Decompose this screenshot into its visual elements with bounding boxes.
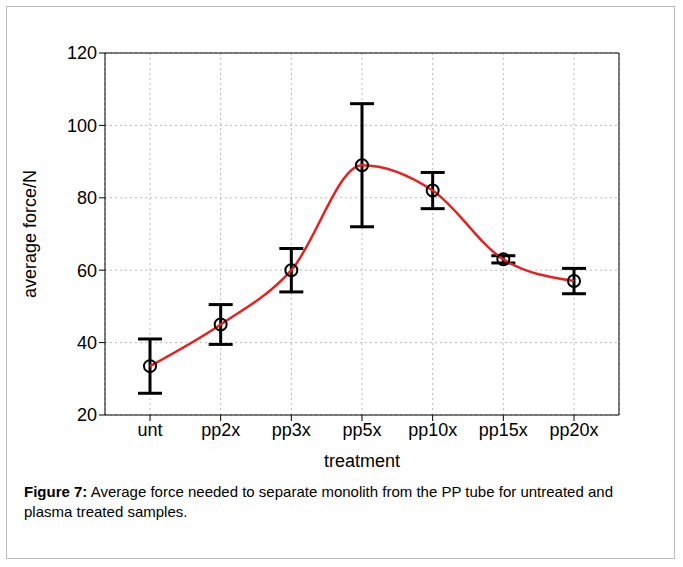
svg-text:treatment: treatment [324,451,400,471]
svg-text:20: 20 [77,405,97,425]
svg-text:pp2x: pp2x [201,420,240,440]
svg-text:40: 40 [77,333,97,353]
svg-text:unt: unt [137,420,162,440]
svg-text:pp20x: pp20x [549,420,598,440]
svg-text:pp3x: pp3x [272,420,311,440]
svg-text:pp15x: pp15x [479,420,528,440]
html-text:Figure 7: Average force needed: Figure 7: Average force needed to separa… [24,483,613,520]
svg-text:80: 80 [77,188,97,208]
svg-text:120: 120 [67,43,97,63]
svg-text:pp5x: pp5x [342,420,381,440]
svg-text:average force/N: average force/N [20,170,40,298]
svg-text:100: 100 [67,116,97,136]
svg-text:60: 60 [77,261,97,281]
svg-text:pp10x: pp10x [408,420,457,440]
